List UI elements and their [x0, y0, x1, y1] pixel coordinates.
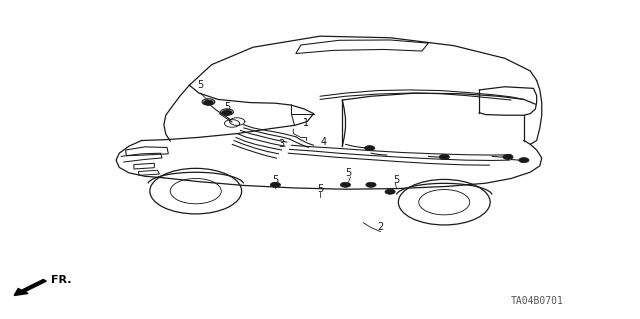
Text: 5: 5 [317, 184, 323, 194]
Text: 3: 3 [278, 139, 285, 149]
Text: 2: 2 [378, 222, 383, 232]
Text: TA04B0701: TA04B0701 [511, 296, 564, 306]
Circle shape [439, 154, 449, 160]
Circle shape [222, 110, 232, 115]
Text: 5: 5 [272, 175, 278, 185]
Text: 4: 4 [320, 137, 326, 147]
FancyArrow shape [14, 279, 46, 295]
Text: 1: 1 [303, 118, 309, 128]
Circle shape [519, 158, 529, 163]
Circle shape [503, 154, 513, 160]
Text: 5: 5 [346, 168, 352, 178]
Circle shape [366, 182, 376, 187]
Circle shape [340, 182, 351, 187]
Text: FR.: FR. [51, 275, 72, 285]
Circle shape [385, 189, 395, 194]
Text: 5: 5 [394, 175, 399, 185]
Circle shape [270, 182, 280, 187]
Circle shape [204, 100, 214, 105]
Text: 5: 5 [225, 102, 231, 112]
Text: 5: 5 [197, 80, 204, 90]
Circle shape [365, 145, 375, 151]
